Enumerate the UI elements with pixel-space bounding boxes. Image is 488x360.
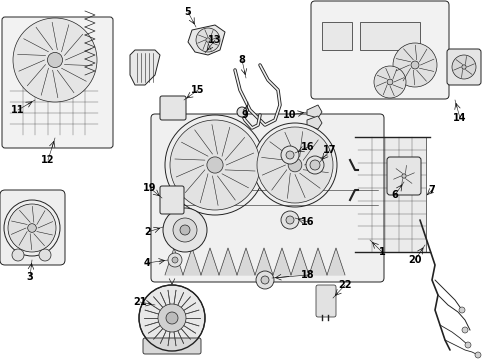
Circle shape (8, 204, 56, 252)
Circle shape (158, 304, 185, 332)
Circle shape (196, 28, 220, 52)
Circle shape (386, 79, 392, 85)
Circle shape (39, 249, 51, 261)
Circle shape (205, 38, 210, 42)
Text: 11: 11 (11, 105, 25, 115)
Polygon shape (290, 248, 308, 275)
Circle shape (168, 253, 182, 267)
Bar (10, 80, 98, 135)
Bar (321, 22, 351, 50)
Circle shape (180, 225, 190, 235)
Polygon shape (272, 248, 290, 275)
Circle shape (164, 115, 264, 215)
Text: 5: 5 (184, 7, 191, 17)
Circle shape (410, 61, 418, 69)
Circle shape (256, 271, 273, 289)
Text: 7: 7 (428, 185, 434, 195)
FancyBboxPatch shape (2, 17, 113, 148)
Circle shape (28, 224, 36, 232)
Text: 19: 19 (143, 183, 157, 193)
FancyBboxPatch shape (310, 1, 448, 99)
Text: 16: 16 (301, 142, 314, 152)
Circle shape (4, 200, 60, 256)
FancyBboxPatch shape (315, 285, 335, 317)
Circle shape (139, 285, 204, 351)
Text: 22: 22 (338, 280, 351, 290)
Circle shape (474, 352, 480, 358)
Text: 17: 17 (323, 145, 336, 155)
Circle shape (309, 160, 319, 170)
Text: 13: 13 (208, 35, 221, 45)
Circle shape (252, 123, 336, 207)
Circle shape (287, 158, 301, 172)
Text: 2: 2 (144, 227, 151, 237)
Text: 4: 4 (143, 258, 150, 268)
Circle shape (464, 342, 470, 348)
Text: 21: 21 (133, 297, 146, 307)
Circle shape (285, 216, 293, 224)
FancyBboxPatch shape (0, 190, 65, 265)
Circle shape (12, 249, 24, 261)
Text: 18: 18 (301, 270, 314, 280)
Text: 6: 6 (391, 190, 398, 200)
Polygon shape (130, 50, 160, 85)
FancyBboxPatch shape (151, 114, 383, 282)
Polygon shape (183, 248, 201, 275)
Circle shape (458, 307, 464, 313)
FancyBboxPatch shape (142, 338, 201, 354)
Circle shape (163, 208, 206, 252)
Polygon shape (187, 25, 224, 55)
Circle shape (305, 156, 324, 174)
Polygon shape (237, 248, 254, 275)
Circle shape (451, 55, 475, 79)
Circle shape (206, 157, 223, 173)
Text: 1: 1 (378, 247, 385, 257)
Polygon shape (254, 248, 272, 275)
Polygon shape (164, 248, 183, 275)
Circle shape (170, 120, 260, 210)
Circle shape (257, 127, 332, 203)
Bar (357, 137, 425, 252)
Circle shape (461, 327, 467, 333)
Circle shape (165, 312, 178, 324)
Circle shape (47, 53, 62, 68)
Text: 12: 12 (41, 155, 55, 165)
FancyBboxPatch shape (386, 157, 420, 195)
Circle shape (281, 211, 298, 229)
Circle shape (172, 257, 178, 263)
Circle shape (391, 164, 415, 188)
Circle shape (13, 18, 97, 102)
Circle shape (261, 276, 268, 284)
Text: 20: 20 (407, 255, 421, 265)
Polygon shape (308, 248, 326, 275)
Text: 10: 10 (283, 110, 296, 120)
Polygon shape (306, 116, 321, 129)
Text: 14: 14 (452, 113, 466, 123)
Circle shape (281, 146, 298, 164)
Circle shape (461, 65, 465, 69)
FancyBboxPatch shape (446, 49, 480, 85)
Text: 16: 16 (301, 217, 314, 227)
FancyBboxPatch shape (160, 186, 183, 214)
FancyBboxPatch shape (160, 96, 185, 120)
Circle shape (237, 107, 246, 117)
Polygon shape (201, 248, 219, 275)
Polygon shape (306, 105, 321, 118)
Polygon shape (219, 248, 237, 275)
Text: 9: 9 (241, 110, 248, 120)
Circle shape (173, 218, 197, 242)
Polygon shape (326, 248, 345, 275)
Text: 3: 3 (26, 272, 33, 282)
Circle shape (401, 174, 406, 178)
Circle shape (373, 66, 405, 98)
Text: 15: 15 (191, 85, 204, 95)
Circle shape (392, 43, 436, 87)
Text: 8: 8 (238, 55, 245, 65)
Bar (359, 22, 419, 50)
Circle shape (285, 151, 293, 159)
